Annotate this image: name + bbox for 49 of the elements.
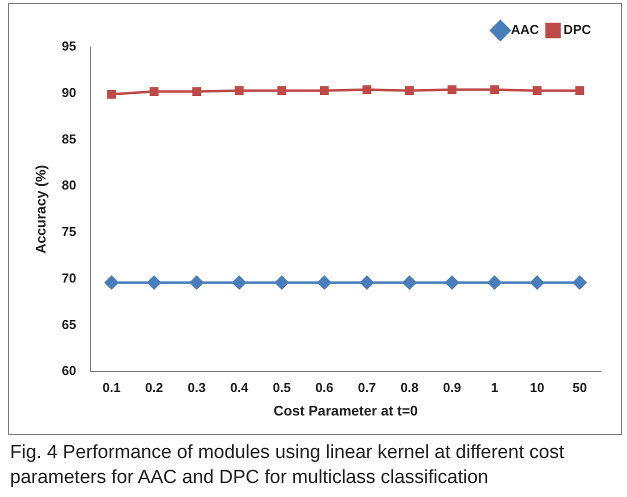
point [490, 85, 500, 94]
x-tick-label: 0.3 [188, 380, 206, 395]
point [360, 276, 374, 290]
point [572, 276, 586, 290]
x-tick-label: 50 [572, 380, 587, 395]
point [530, 276, 544, 290]
x-tick-label: 0.2 [145, 380, 164, 395]
y-tick-label: 75 [62, 224, 76, 240]
y-tick-label: 95 [62, 38, 76, 54]
point [107, 90, 116, 99]
y-tick-label: 90 [62, 84, 76, 100]
legend-label: DPC [564, 22, 592, 38]
y-tick-label: 65 [62, 316, 76, 332]
point [234, 86, 244, 96]
point [150, 87, 159, 96]
x-tick-label: 0.5 [272, 380, 291, 395]
point [575, 86, 584, 96]
point [190, 276, 204, 290]
x-tick-label: 0.1 [102, 380, 121, 395]
caption: Fig. 4 Performance of modules using linear kernel at different cost parameters for AAC and DPC for multiclass classification [10, 441, 566, 490]
point [320, 86, 329, 96]
x-tick-label: 0.9 [442, 380, 462, 395]
point [402, 276, 416, 290]
x-tick-label: 0.8 [400, 380, 419, 395]
y-tick-label: 80 [62, 178, 76, 193]
point [104, 276, 118, 290]
point [405, 86, 414, 96]
x-axis-title: Cost Parameter at t=0 [273, 402, 418, 418]
point [488, 276, 502, 290]
point [448, 85, 456, 94]
y-tick-label: 85 [62, 131, 76, 146]
point [362, 85, 372, 94]
y-tick-label: 70 [62, 270, 76, 286]
x-tick-label: 10 [530, 380, 544, 395]
point [147, 276, 161, 290]
x-tick-label: 1 [490, 380, 498, 395]
x-tick-label: 0.7 [358, 380, 376, 395]
point [445, 276, 459, 290]
x-tick-label: 0.6 [315, 380, 334, 395]
point [192, 87, 202, 96]
point [532, 86, 542, 96]
point [232, 276, 246, 290]
y-tick-label: 60 [62, 363, 76, 378]
y-axis-title: Accuracy (%) [32, 164, 48, 254]
x-tick-label: 0.4 [230, 380, 250, 395]
point [318, 276, 332, 290]
legend-label: AAC [510, 22, 540, 38]
point [277, 86, 286, 96]
point [275, 276, 289, 290]
